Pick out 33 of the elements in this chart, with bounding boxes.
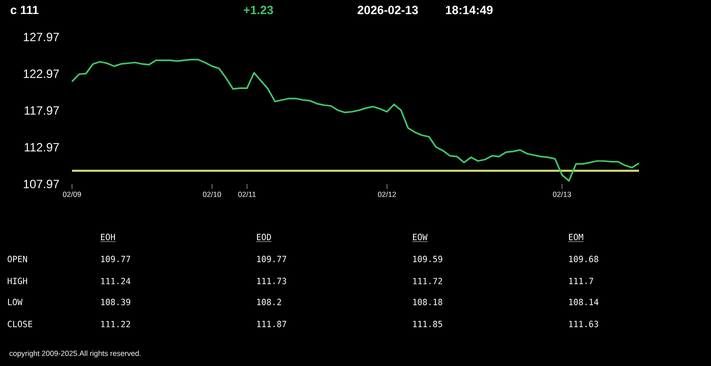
text: 109.68 [569,256,598,262]
chart-title: c 111 [10,6,38,14]
text: 111.85 [413,320,442,328]
text: 111.22 [101,320,130,328]
text: LOW [8,298,22,306]
text: EOW [413,234,428,240]
y-tick-label: 117.97 [24,106,59,115]
text: 109.77 [101,256,130,262]
text: 109.59 [413,256,442,262]
text: 111.24 [101,278,130,284]
y-tick-label: 112.97 [24,143,59,152]
text: 108.18 [413,298,442,306]
y-tick-label: 107.97 [24,180,59,188]
text: 111.63 [569,320,598,328]
text: 111.87 [257,320,286,328]
text: 18:14:49 [446,6,493,14]
text: CLOSE [8,320,32,328]
text: EOM [569,234,584,240]
text: 111.73 [257,278,286,284]
text: 108.14 [569,298,598,306]
text: OPEN [8,256,28,262]
text: 108.39 [101,298,130,306]
text: 111.7 [569,278,594,284]
text: EOH [101,234,115,240]
y-tick-label: 127.97 [24,32,59,42]
text: 111.72 [413,278,442,284]
text: HIGH [8,278,28,284]
text: 109.77 [257,256,286,262]
y-tick-label: 122.97 [24,70,59,78]
text: 2026-02-13 [358,6,418,14]
text: 108.2 [257,298,281,306]
text: +1.23 [244,6,274,14]
text: EOD [257,234,271,240]
